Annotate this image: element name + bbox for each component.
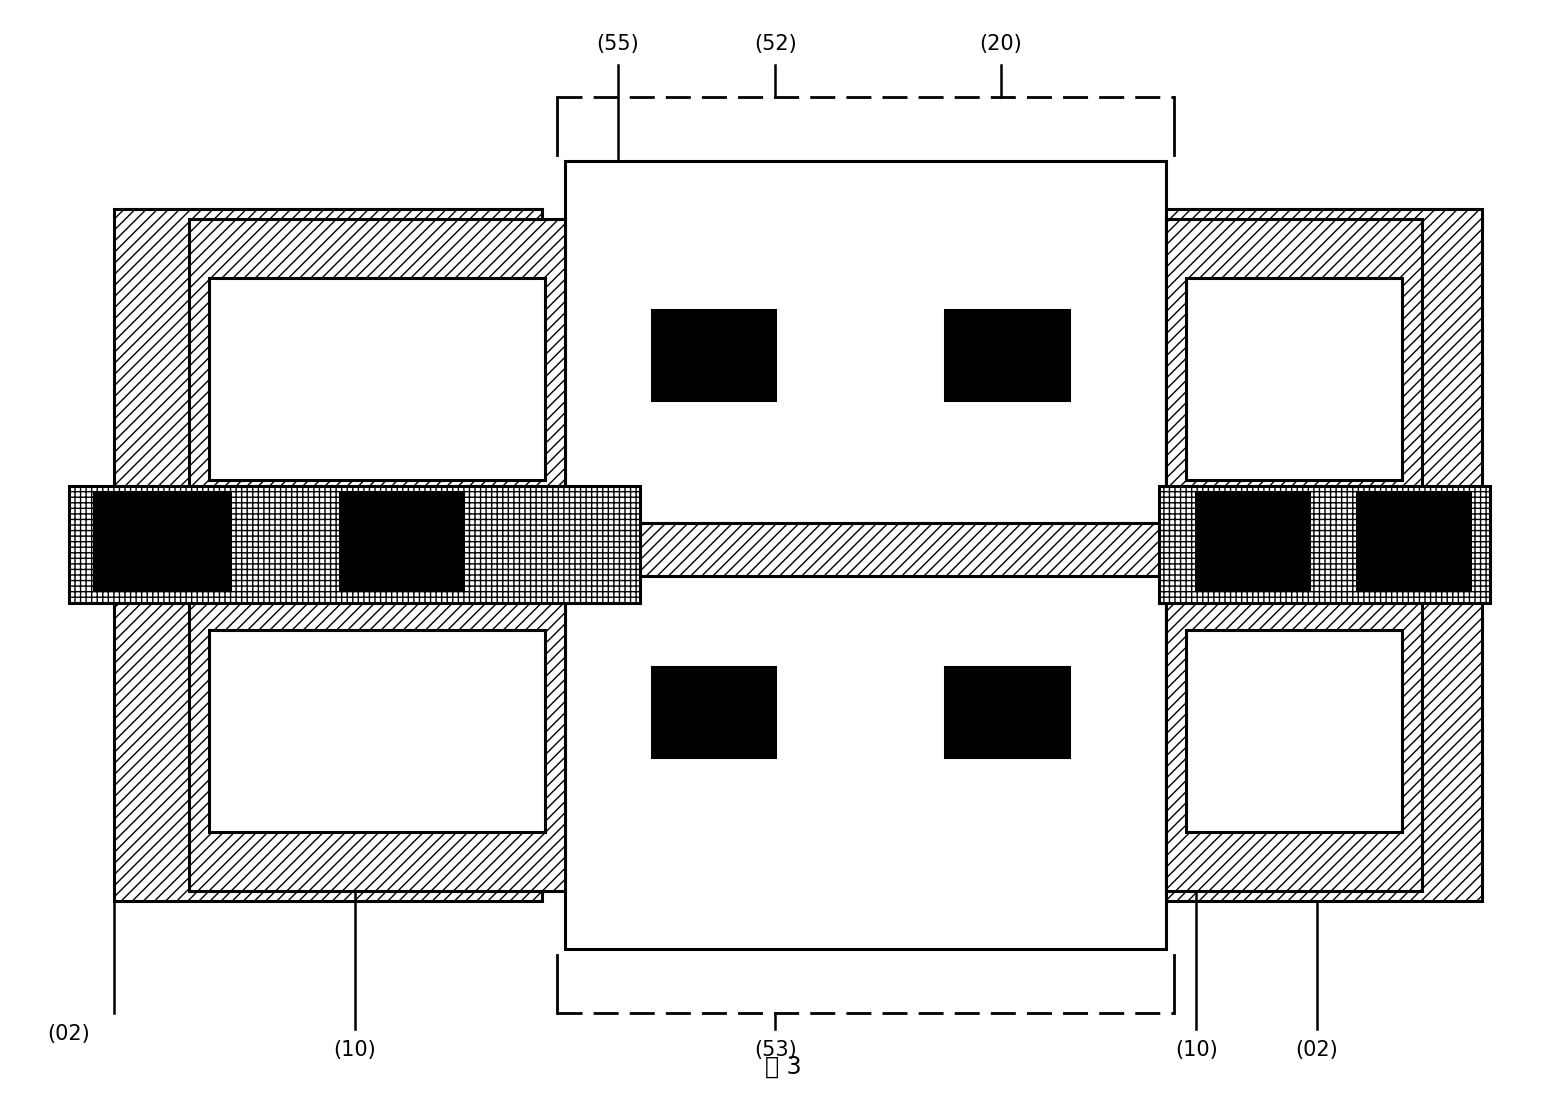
Text: (10): (10) xyxy=(334,1040,376,1060)
Bar xyxy=(1167,209,1481,901)
Text: (02): (02) xyxy=(1295,1040,1337,1060)
Bar xyxy=(94,493,230,589)
Bar xyxy=(1358,493,1470,589)
Bar xyxy=(1185,629,1403,832)
Bar xyxy=(565,576,1167,949)
Bar xyxy=(1159,486,1489,603)
Text: (02): (02) xyxy=(47,1023,91,1043)
Bar xyxy=(189,220,565,890)
Bar xyxy=(946,667,1068,757)
Text: (52): (52) xyxy=(755,34,797,54)
Text: (53): (53) xyxy=(755,1040,797,1060)
Bar xyxy=(340,493,464,589)
Bar xyxy=(1196,493,1309,589)
Bar xyxy=(946,310,1068,401)
Bar xyxy=(69,486,640,603)
Bar xyxy=(651,310,775,401)
Bar xyxy=(1167,220,1422,890)
Bar xyxy=(565,523,1167,576)
Bar xyxy=(651,667,775,757)
Text: (20): (20) xyxy=(980,34,1023,54)
Text: 图 3: 图 3 xyxy=(764,1054,802,1079)
Bar xyxy=(1185,278,1403,481)
Text: (10): (10) xyxy=(1174,1040,1218,1060)
Text: (55): (55) xyxy=(597,34,639,54)
Bar xyxy=(565,161,1167,523)
Bar xyxy=(208,629,545,832)
Bar xyxy=(114,209,542,901)
Bar xyxy=(208,278,545,481)
